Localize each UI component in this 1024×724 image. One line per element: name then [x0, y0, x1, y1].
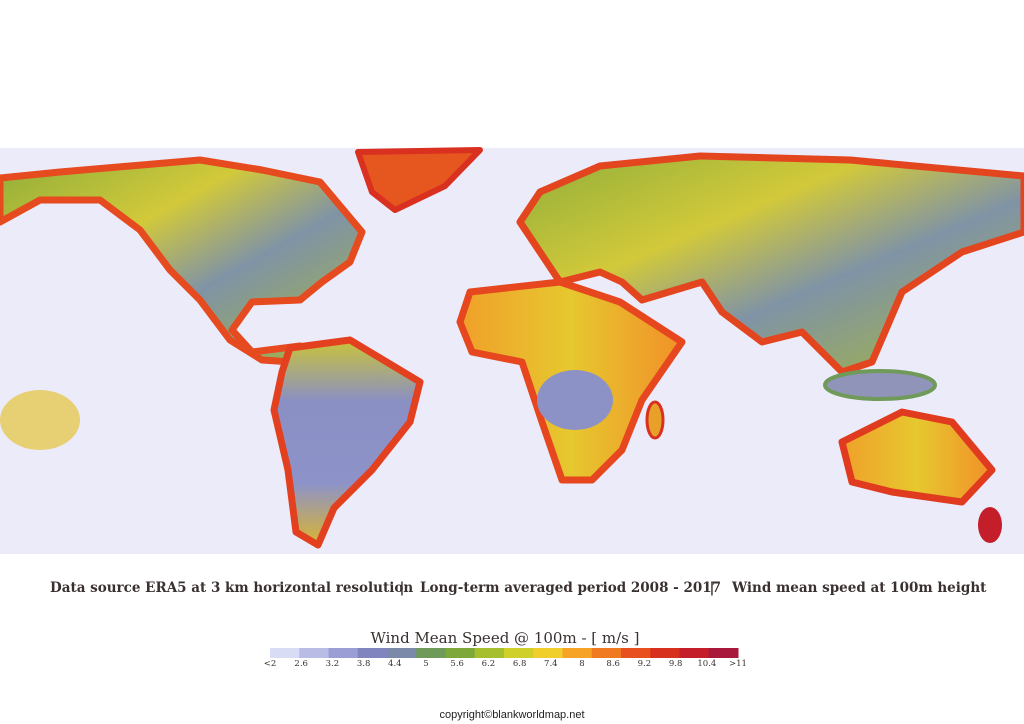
land-masses: [0, 147, 1024, 549]
legend-swatch: [533, 648, 563, 658]
legend-label: 8.6: [606, 659, 620, 669]
legend-swatch: [387, 648, 417, 658]
legend-label: 6.2: [482, 659, 496, 669]
legend-label: 2.6: [294, 659, 308, 669]
legend-swatch: [270, 648, 300, 658]
pacific-islands: [0, 390, 80, 450]
legend-label: 3.8: [357, 659, 371, 669]
legend-label: 5.6: [450, 659, 464, 669]
legend-swatch: [445, 648, 476, 658]
legend-label: <2: [264, 659, 277, 669]
africa-tropics: [537, 370, 613, 430]
caption-part: Long-term averaged period 2008 - 2017: [420, 580, 721, 596]
legend-label: 9.8: [669, 659, 683, 669]
legend-swatch: [504, 648, 534, 658]
legend-swatch: [562, 648, 593, 658]
legend-label: 4.4: [388, 659, 402, 669]
legend-title: Wind Mean Speed @ 100m - [ m/s ]: [370, 629, 639, 647]
legend-label: 9.2: [638, 659, 652, 669]
legend-label: 8: [579, 659, 584, 669]
legend-label: 3.2: [326, 659, 340, 669]
north-america: [0, 156, 366, 366]
legend-swatch: [357, 648, 388, 658]
legend-label: >11: [729, 659, 747, 669]
madagascar: [645, 400, 665, 440]
legend-label: 6.8: [513, 659, 527, 669]
legend-label: 7.4: [544, 659, 558, 669]
greenland: [355, 147, 483, 213]
caption-separator: |: [710, 580, 715, 596]
caption-part: Wind mean speed at 100m height: [731, 580, 987, 596]
legend-swatch: [591, 648, 622, 658]
legend-swatch: [621, 648, 651, 658]
australia: [838, 408, 996, 506]
new-zealand: [978, 507, 1002, 543]
south-america: [270, 336, 424, 549]
legend-swatch: [474, 648, 505, 658]
legend-label: 5: [423, 659, 428, 669]
legend-swatch: [679, 648, 710, 658]
legend-swatch: [328, 648, 359, 658]
legend-swatch: [708, 648, 739, 658]
legend-label: 10.4: [697, 659, 716, 669]
legend-swatch: [416, 648, 446, 658]
indonesia: [823, 369, 937, 401]
eurasia: [516, 152, 1024, 376]
copyright: copyright©blankworldmap.net: [439, 709, 584, 721]
legend-swatch: [299, 648, 329, 658]
caption-part: Data source ERA5 at 3 km horizontal reso…: [50, 580, 413, 596]
caption-separator: |: [400, 580, 405, 596]
legend-swatch: [650, 648, 680, 658]
